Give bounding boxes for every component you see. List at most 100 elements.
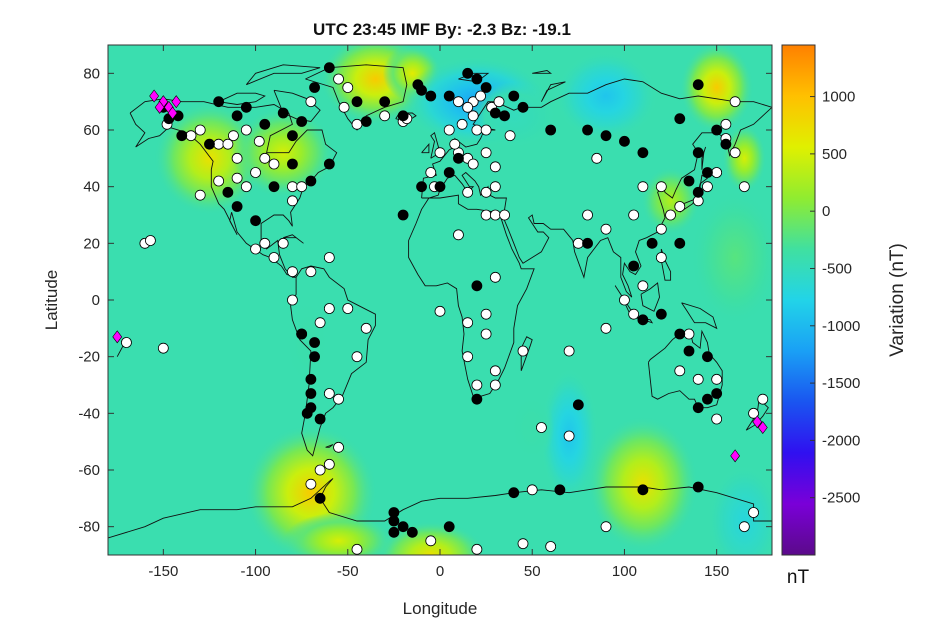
station-filled: [471, 393, 483, 405]
station-open: [379, 110, 391, 122]
colorbar-tick-label: 1000: [822, 89, 855, 106]
field-anomaly: [690, 189, 772, 326]
station-diamond: [171, 95, 182, 109]
station-open: [489, 365, 501, 377]
station-open: [425, 167, 437, 178]
station-filled: [582, 124, 593, 136]
colorbar-tick-label: -1500: [822, 375, 860, 392]
station-filled: [268, 181, 280, 193]
station-open: [489, 271, 501, 283]
station-open: [333, 73, 344, 85]
station-filled: [674, 113, 686, 125]
station-open: [323, 252, 335, 263]
coastline: [305, 64, 408, 131]
station-open: [342, 82, 354, 93]
station-open: [493, 96, 505, 108]
station-filled: [309, 337, 320, 348]
station-open: [213, 175, 225, 187]
colorbar: [781, 44, 816, 556]
coastline: [532, 70, 553, 74]
station-open: [475, 90, 486, 102]
colorbar-unit: nT: [787, 567, 810, 588]
colorbar-tick-label: -2000: [822, 432, 860, 449]
station-filled: [406, 526, 418, 538]
station-filled: [397, 521, 409, 533]
y-tick-label: 80: [83, 65, 100, 82]
station-open: [305, 96, 317, 108]
station-open: [360, 322, 372, 334]
station-open: [665, 209, 676, 221]
station-open: [287, 195, 298, 207]
station-filled: [305, 175, 317, 187]
station-open: [462, 101, 474, 113]
station-filled: [176, 130, 188, 142]
station-diamond: [730, 449, 740, 463]
y-tick-label: -80: [78, 519, 100, 536]
coastline: [325, 444, 334, 448]
station-open: [351, 543, 363, 555]
station-filled: [250, 215, 261, 227]
station-diamond: [167, 106, 178, 120]
station-open: [711, 413, 723, 425]
station-open: [240, 124, 252, 136]
station-diamond: [112, 330, 123, 344]
station-filled: [545, 124, 557, 136]
station-filled: [517, 101, 529, 113]
field-anomaly: [679, 45, 754, 133]
station-open: [250, 243, 261, 255]
station-filled: [554, 484, 566, 496]
field-anomaly: [154, 101, 265, 215]
station-filled: [287, 130, 298, 142]
x-tick-label: 0: [436, 563, 444, 580]
station-open: [489, 209, 501, 221]
station-filled: [600, 130, 612, 142]
station-filled: [508, 90, 520, 102]
field-anomaly: [469, 81, 559, 150]
station-open: [467, 158, 479, 170]
y-tick-label: -40: [78, 405, 100, 422]
coastline: [640, 282, 660, 312]
station-filled: [683, 175, 695, 187]
station-open: [489, 379, 501, 391]
station-filled: [296, 116, 308, 127]
station-filled: [674, 237, 686, 249]
station-open: [591, 152, 603, 164]
station-open: [213, 138, 225, 150]
station-diamond: [154, 100, 165, 114]
station-open: [655, 252, 667, 263]
station-open: [711, 373, 723, 385]
station-open: [351, 118, 363, 130]
station-filled: [443, 90, 455, 102]
station-open: [526, 484, 538, 496]
station-open: [738, 521, 750, 533]
station-open: [572, 237, 584, 249]
station-open: [253, 135, 265, 147]
station-open: [268, 158, 280, 170]
station-filled: [655, 308, 667, 320]
station-open: [333, 393, 344, 405]
station-open: [480, 147, 492, 159]
station-open: [480, 328, 492, 340]
station-open: [517, 345, 529, 357]
station-filled: [692, 147, 704, 159]
colorbar-tick-label: -2500: [822, 490, 860, 507]
colorbar-tick-label: -1000: [822, 318, 860, 335]
station-open: [305, 478, 317, 490]
x-tick-label: -150: [148, 563, 178, 580]
station-open: [517, 538, 529, 550]
y-axis-label: Latitude: [42, 270, 61, 331]
station-filled: [305, 373, 317, 385]
station-diamond: [149, 89, 159, 103]
station-open: [323, 388, 335, 399]
station-filled: [489, 107, 501, 119]
station-filled: [301, 407, 313, 419]
station-filled: [720, 138, 732, 150]
station-open: [434, 147, 446, 159]
coastline: [421, 142, 430, 154]
coastline: [681, 302, 718, 330]
coastline: [218, 92, 266, 105]
station-open: [194, 124, 206, 136]
station-open: [692, 373, 704, 385]
station-open: [259, 237, 271, 249]
station-filled: [309, 82, 320, 93]
